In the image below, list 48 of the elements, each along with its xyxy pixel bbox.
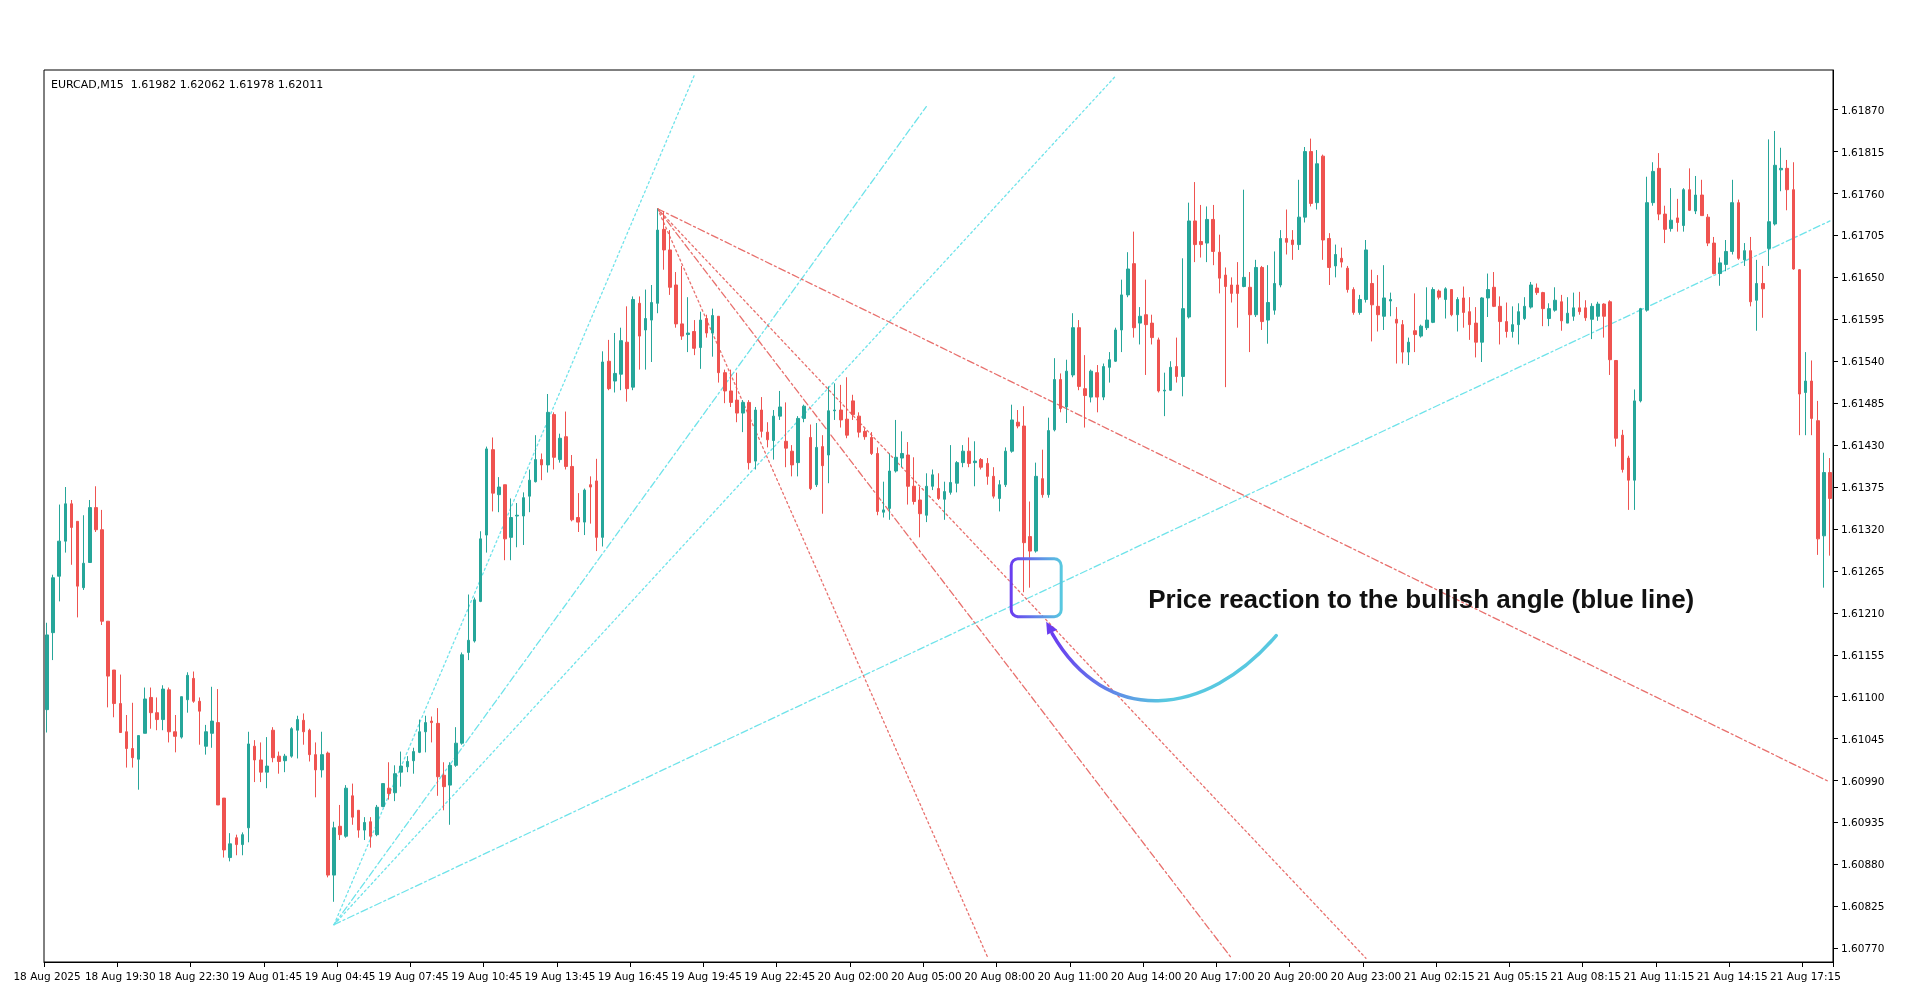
y-tick-label: 1.61595 — [1841, 313, 1885, 326]
y-tick-label: 1.61155 — [1841, 648, 1885, 661]
x-tick-label: 19 Aug 10:45 — [451, 969, 523, 982]
x-tick-label: 20 Aug 14:00 — [1110, 969, 1182, 982]
x-tick-label: 19 Aug 01:45 — [231, 969, 303, 982]
x-tick-label: 18 Aug 19:30 — [84, 969, 156, 982]
x-tick-label: 21 Aug 02:15 — [1403, 969, 1475, 982]
x-tick-label: 20 Aug 02:00 — [817, 969, 889, 982]
y-tick-label: 1.61485 — [1841, 397, 1885, 410]
x-tick-label: 19 Aug 04:45 — [304, 969, 376, 982]
annotation: Price reaction to the bullish angle (blue line) — [1148, 583, 1695, 615]
x-tick-label: 19 Aug 19:45 — [671, 969, 742, 982]
x-tick-label: 20 Aug 23:00 — [1330, 969, 1402, 982]
y-tick-label: 1.60770 — [1841, 942, 1885, 955]
y-tick-label: 1.61430 — [1841, 439, 1885, 452]
y-tick-label: 1.61870 — [1841, 103, 1885, 116]
x-tick-label: 21 Aug 08:15 — [1550, 969, 1622, 982]
y-tick-label: 1.60825 — [1841, 900, 1885, 913]
x-tick-label: 21 Aug 14:15 — [1696, 969, 1768, 982]
y-tick-label: 1.61815 — [1841, 145, 1885, 158]
x-tick-label: 21 Aug 11:15 — [1623, 969, 1695, 982]
text: EURCAD,M15 1.61982 1.62062 1.61978 1.62011 — [51, 78, 324, 91]
x-tick-label: 20 Aug 08:00 — [964, 969, 1035, 982]
x-tick-label: 19 Aug 22:45 — [744, 969, 816, 982]
x-tick-label: 19 Aug 16:45 — [597, 969, 669, 982]
y-tick-label: 1.61650 — [1841, 271, 1885, 284]
y-tick-label: 1.61265 — [1841, 564, 1885, 577]
y-tick-label: 1.61320 — [1841, 522, 1885, 535]
x-tick-label: 20 Aug 11:00 — [1037, 969, 1109, 982]
y-tick-label: 1.60990 — [1841, 774, 1885, 787]
x-tick-label: 21 Aug 17:15 — [1770, 969, 1841, 982]
y-tick-label: 1.61100 — [1841, 690, 1885, 703]
x-tick-label: 19 Aug 07:45 — [377, 969, 449, 982]
y-tick-label: 1.61210 — [1841, 606, 1885, 619]
x-tick-label: 19 Aug 13:45 — [524, 969, 596, 982]
y-tick-label: 1.61760 — [1841, 187, 1885, 200]
x-tick-label: 18 Aug 22:30 — [158, 969, 229, 982]
x-tick-label: 20 Aug 17:00 — [1183, 969, 1255, 982]
y-tick-label: 1.60880 — [1841, 858, 1885, 871]
y-tick-label: 1.61540 — [1841, 355, 1885, 368]
y-tick-label: 1.61705 — [1841, 229, 1885, 242]
y-tick-label: 1.60935 — [1841, 816, 1885, 829]
y-tick-label: 1.61375 — [1841, 481, 1885, 494]
x-tick-label: 20 Aug 20:00 — [1257, 969, 1329, 982]
y-tick-label: 1.61045 — [1841, 732, 1885, 745]
x-tick-label: 21 Aug 05:15 — [1477, 969, 1548, 982]
x-tick-label: 18 Aug 2025 — [13, 969, 81, 982]
x-tick-label: 20 Aug 05:00 — [890, 969, 962, 982]
